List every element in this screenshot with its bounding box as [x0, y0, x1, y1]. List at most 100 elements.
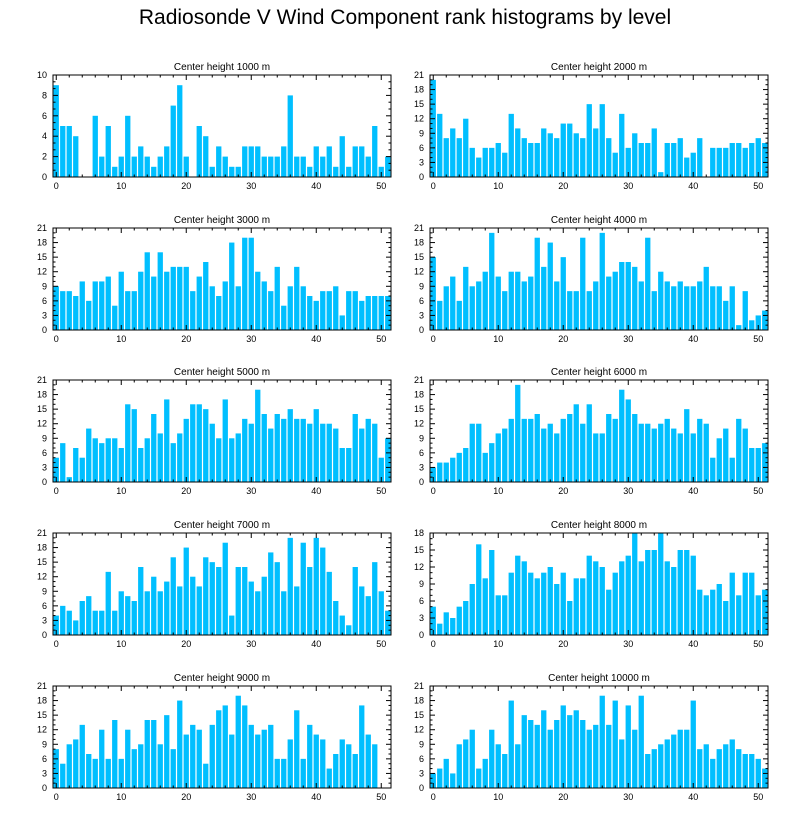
histogram-bar — [216, 296, 222, 330]
histogram-bar — [112, 720, 118, 788]
histogram-bar — [697, 749, 703, 788]
histogram-bar — [651, 749, 657, 788]
histogram-bar — [645, 237, 651, 330]
histogram-bar — [99, 281, 105, 330]
histogram-bar — [606, 589, 612, 635]
histogram-bar — [183, 547, 189, 635]
histogram-bar — [339, 739, 345, 788]
histogram-bar — [235, 166, 241, 177]
histogram-bar — [255, 734, 261, 788]
histogram-bar — [658, 271, 664, 330]
plot-frame — [52, 379, 392, 483]
histogram-bar — [333, 286, 339, 330]
histogram-bar — [86, 428, 92, 482]
histogram-bar — [736, 418, 742, 482]
histogram-bar — [170, 105, 176, 177]
histogram-bar — [638, 143, 644, 177]
x-tick-label: 10 — [493, 181, 503, 191]
subplot-title: Center height 3000 m — [174, 215, 270, 226]
histogram-bar — [489, 147, 495, 177]
histogram-bar — [242, 705, 248, 788]
histogram-bar — [430, 79, 436, 177]
histogram-bar — [365, 418, 371, 482]
histogram-bar — [313, 734, 319, 788]
y-tick-label: 15 — [37, 404, 47, 414]
histogram-bar — [209, 286, 215, 330]
histogram-bar — [320, 156, 326, 177]
x-tick-label: 50 — [376, 334, 386, 344]
histogram-bar — [450, 618, 456, 635]
histogram-bar — [482, 758, 488, 788]
x-tick-label: 20 — [181, 792, 191, 802]
histogram-bar — [333, 754, 339, 788]
histogram-bar — [378, 591, 384, 635]
histogram-bar — [515, 555, 521, 635]
histogram-bar — [502, 291, 508, 330]
histogram-bar — [261, 414, 267, 482]
x-tick-label: 30 — [246, 792, 256, 802]
histogram-bar — [203, 557, 209, 635]
x-tick-label: 30 — [246, 486, 256, 496]
histogram-bar — [274, 562, 280, 635]
histogram-bar — [359, 428, 365, 482]
histogram-bar — [105, 276, 111, 330]
histogram-bar — [697, 138, 703, 177]
y-tick-label: 18 — [414, 528, 424, 538]
histogram-bar — [365, 734, 371, 788]
plot-frame — [52, 227, 392, 331]
histogram-bar — [157, 252, 163, 330]
histogram-bar — [333, 166, 339, 177]
histogram-bar — [86, 754, 92, 788]
histogram-bar — [671, 734, 677, 788]
histogram-bar — [287, 95, 293, 177]
histogram-bar — [567, 123, 573, 177]
histogram-bar — [255, 271, 261, 330]
histogram-bar — [151, 720, 157, 788]
histogram-bar — [580, 578, 586, 635]
histogram-bar — [573, 133, 579, 177]
y-tick-label: 3 — [42, 310, 47, 320]
x-tick-label: 10 — [116, 181, 126, 191]
histogram-bar — [463, 118, 469, 177]
histogram-bar — [755, 448, 761, 482]
histogram-bar — [157, 744, 163, 788]
histogram-bar — [710, 758, 716, 788]
histogram-bar — [86, 596, 92, 635]
histogram-bar — [742, 754, 748, 788]
histogram-bar — [736, 143, 742, 177]
histogram-bar — [482, 578, 488, 635]
histogram-bar — [372, 744, 378, 788]
histogram-bar — [528, 418, 534, 482]
histogram-bar — [177, 266, 183, 330]
histogram-bar — [60, 291, 66, 330]
histogram-bar — [242, 418, 248, 482]
histogram-bar — [482, 452, 488, 482]
histogram-bar — [586, 104, 592, 177]
histogram-bar — [703, 595, 709, 635]
histogram-bar — [196, 126, 202, 177]
y-tick-label: 18 — [414, 390, 424, 400]
histogram-bar — [664, 281, 670, 330]
histogram-bar — [326, 571, 332, 635]
histogram-bar — [248, 423, 254, 482]
histogram-bar — [502, 428, 508, 482]
histogram-bar — [632, 533, 638, 635]
histogram-bar — [209, 562, 215, 635]
histogram-bar — [60, 605, 66, 635]
histogram-bar — [105, 438, 111, 482]
histogram-bar — [430, 606, 436, 635]
histogram-bar — [346, 291, 352, 330]
histogram-bar — [99, 156, 105, 177]
histogram-bar — [138, 744, 144, 788]
histogram-bar — [60, 126, 66, 177]
histogram-bar — [372, 423, 378, 482]
histogram-bar — [144, 591, 150, 635]
histogram-bar — [378, 166, 384, 177]
histogram-bar — [242, 567, 248, 635]
histogram-bar — [300, 758, 306, 788]
subplot-5: Center height 5000 m 0 10 20 30 40 50 0 3 6 9 12 15 1… — [37, 367, 392, 496]
histogram-bar — [456, 300, 462, 330]
histogram-bar — [632, 133, 638, 177]
histogram-bar — [73, 448, 79, 482]
x-tick-label: 30 — [246, 181, 256, 191]
